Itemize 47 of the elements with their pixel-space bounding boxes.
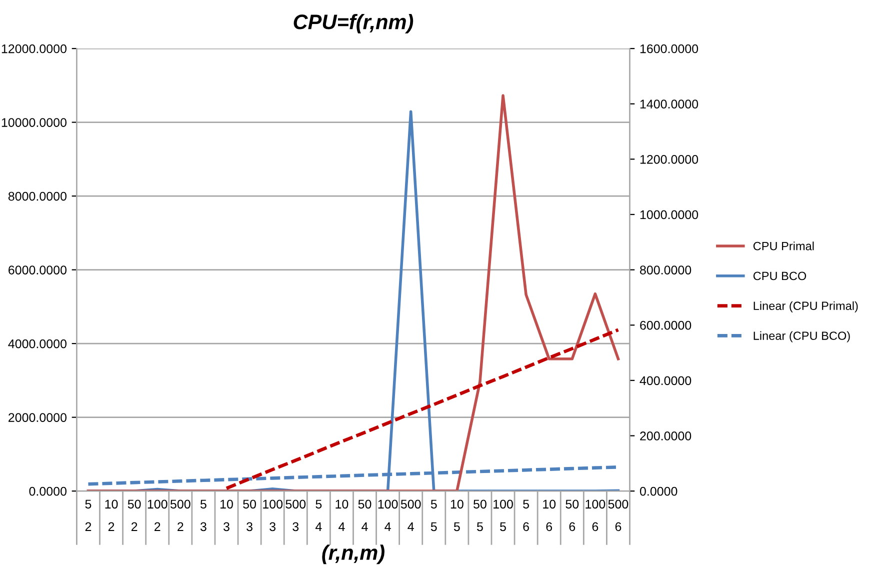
x-tick-label: 5 2	[85, 500, 92, 531]
y-tick-label: 8000.0000	[8, 192, 67, 201]
legend-label: Linear (CPU BCO)	[754, 331, 850, 342]
y-tick-label: 10000.0000	[2, 118, 67, 127]
legend-label: CPU Primal	[753, 242, 814, 250]
y2-tick-label: 1000.0000	[640, 210, 698, 220]
y2-tick-label: 800.0000	[640, 266, 692, 274]
x-tick-label: 5 6	[523, 500, 530, 532]
x-tick-label: 50 6	[566, 500, 579, 532]
chart-title: CPU=f(r,nm)	[294, 14, 414, 34]
y2-tick-label: 600.0000	[640, 320, 692, 330]
x-tick-label: 10 4	[336, 500, 348, 531]
x-tick-label: 500 3	[286, 500, 306, 532]
line-series	[224, 328, 620, 490]
x-tick-label: 10 5	[450, 500, 464, 532]
y-tick-label: 0.0000	[29, 486, 67, 496]
legend-label: Linear (CPU Primal)	[754, 301, 858, 312]
x-tick-label: 5 5	[430, 500, 437, 532]
legend-label: CPU BCO	[753, 272, 806, 280]
x-tick-label: 5 4	[315, 500, 322, 531]
x-tick-label: 100 2	[148, 500, 168, 531]
x-tick-label: 100 6	[586, 500, 606, 532]
y2-tick-label: 1400.0000	[640, 100, 698, 109]
x-axis-title: (r,n,m)	[322, 544, 384, 564]
y2-tick-label: 1200.0000	[640, 154, 698, 164]
x-tick-label: 10 3	[220, 500, 233, 532]
x-tick-label: 5 3	[200, 500, 206, 532]
x-tick-label: 50 5	[474, 500, 486, 532]
x-tick-label: 100 4	[378, 500, 398, 531]
y-tick-label: 4000.0000	[8, 339, 67, 348]
y-tick-label: 12000.0000	[2, 44, 67, 54]
x-tick-label: 100 5	[494, 500, 513, 532]
y-tick-label: 6000.0000	[8, 266, 67, 274]
x-tick-label: 10 2	[105, 500, 118, 531]
x-tick-label: 500 2	[170, 500, 190, 531]
x-tick-label: 500 6	[608, 500, 628, 532]
y2-tick-label: 0.0000	[640, 486, 678, 496]
x-tick-label: 50 3	[243, 500, 256, 532]
y2-tick-label: 1600.0000	[640, 44, 698, 54]
x-tick-label: 50 2	[128, 500, 141, 531]
y2-tick-label: 200.0000	[640, 432, 692, 440]
x-tick-label: 50 4	[358, 500, 372, 531]
x-tick-label: 500 4	[400, 500, 421, 531]
x-tick-label: 10 6	[543, 500, 556, 532]
y2-tick-label: 400.0000	[640, 376, 692, 386]
y-tick-label: 2000.0000	[8, 413, 67, 422]
x-tick-label: 100 3	[263, 500, 283, 532]
